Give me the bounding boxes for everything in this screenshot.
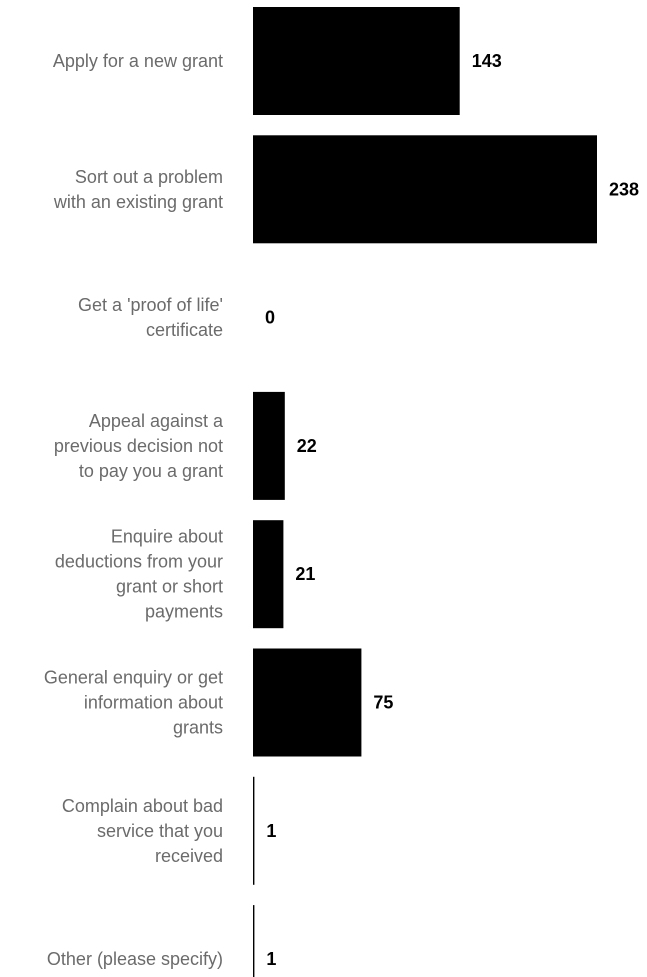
value-label-2: 0 — [265, 308, 275, 328]
category-label-line: payments — [145, 602, 223, 622]
value-label-0: 143 — [472, 51, 502, 71]
category-label-3: Appeal against a previous decision not to … — [54, 411, 224, 481]
category-label-line: deductions from your — [55, 552, 223, 572]
category-label-line: certificate — [146, 320, 223, 340]
category-labels: Apply for a new grant Sort out a problem w… — [44, 51, 224, 969]
category-label-2: Get a 'proof of life' certificate — [78, 295, 223, 340]
category-label-line: Sort out a problem — [75, 167, 223, 187]
category-label-line: grant or short — [116, 577, 223, 597]
category-label-0: Apply for a new grant — [53, 51, 223, 71]
bars — [253, 7, 597, 977]
category-label-line: Complain about bad — [62, 796, 223, 816]
category-label-line: previous decision not — [54, 436, 223, 456]
bar-4 — [253, 520, 284, 629]
category-label-line: with an existing grant — [53, 192, 223, 212]
category-label-line: Appeal against a — [89, 411, 224, 431]
value-label-4: 21 — [295, 564, 315, 584]
value-label-5: 75 — [373, 693, 393, 713]
category-label-6: Complain about bad service that you receiv… — [62, 796, 223, 866]
category-label-line: Other (please specify) — [47, 949, 223, 969]
bar-6 — [253, 776, 255, 885]
category-label-1: Sort out a problem with an existing grant — [53, 167, 223, 212]
bar-7 — [253, 905, 255, 977]
category-label-line: service that you — [97, 821, 223, 841]
value-label-1: 238 — [609, 179, 639, 199]
category-label-line: Apply for a new grant — [53, 51, 223, 71]
bar-5 — [253, 648, 362, 757]
value-label-6: 1 — [266, 821, 276, 841]
category-label-line: information about — [84, 693, 223, 713]
bar-3 — [253, 391, 285, 500]
category-label-7: Other (please specify) — [47, 949, 223, 969]
category-label-line: grants — [173, 718, 223, 738]
category-label-5: General enquiry or get information about g… — [44, 668, 223, 738]
category-label-line: to pay you a grant — [79, 461, 223, 481]
bar-1 — [253, 135, 597, 244]
value-labels: 143 238 0 22 21 75 1 1 — [265, 51, 639, 969]
bar-0 — [253, 7, 460, 115]
category-label-line: General enquiry or get — [44, 668, 223, 688]
category-label-line: received — [155, 846, 223, 866]
category-label-4: Enquire about deductions from your grant o… — [55, 527, 223, 622]
category-label-line: Enquire about — [111, 527, 223, 547]
value-label-7: 1 — [266, 949, 276, 969]
category-label-line: Get a 'proof of life' — [78, 295, 223, 315]
value-label-3: 22 — [297, 436, 317, 456]
